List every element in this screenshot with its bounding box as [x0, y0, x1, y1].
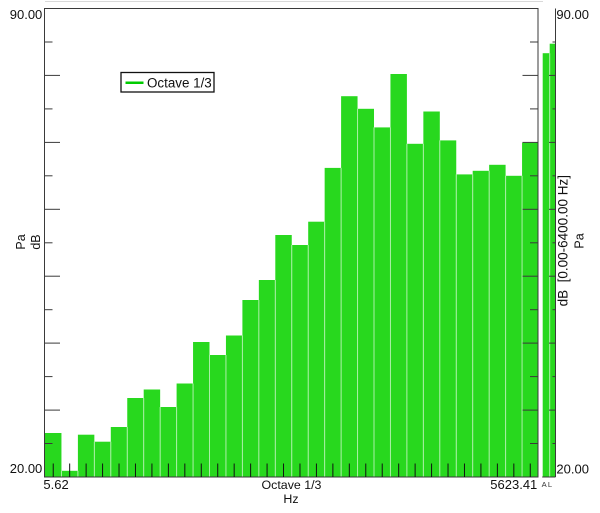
svg-text:Hz: Hz: [283, 492, 298, 506]
svg-text:90.00: 90.00: [10, 7, 43, 22]
svg-text:dB [0.00-6400.00 Hz]: dB [0.00-6400.00 Hz]: [556, 175, 571, 306]
svg-text:A: A: [542, 480, 548, 489]
svg-text:dB: dB: [29, 234, 43, 249]
svg-text:Pa: Pa: [573, 233, 587, 248]
svg-text:20.00: 20.00: [10, 461, 43, 476]
svg-text:90.00: 90.00: [556, 7, 589, 22]
svg-text:Octave 1/3: Octave 1/3: [147, 76, 212, 91]
svg-text:Pa: Pa: [14, 234, 28, 249]
svg-text:L: L: [548, 480, 552, 489]
svg-text:5.62: 5.62: [43, 477, 68, 492]
svg-text:5623.41: 5623.41: [490, 477, 537, 492]
svg-text:Octave 1/3: Octave 1/3: [262, 478, 322, 492]
svg-text:20.00: 20.00: [556, 461, 589, 476]
